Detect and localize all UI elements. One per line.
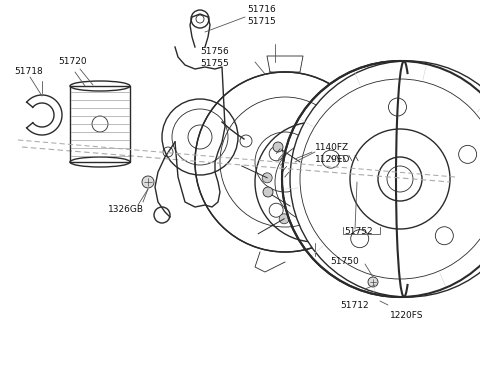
Circle shape [290,61,480,297]
Text: 1129ED: 1129ED [315,155,350,164]
Text: 51720: 51720 [58,58,86,66]
Text: 51712: 51712 [340,300,369,310]
Circle shape [273,142,283,152]
Text: 51718: 51718 [14,67,43,77]
Text: 51750: 51750 [330,257,359,267]
Circle shape [279,214,289,224]
Circle shape [263,187,273,197]
Circle shape [368,277,378,287]
Text: 51755: 51755 [200,60,229,69]
Text: 51715: 51715 [247,17,276,26]
Circle shape [262,173,272,183]
Text: 1326GB: 1326GB [108,204,144,213]
Text: 51756: 51756 [200,48,229,57]
Wedge shape [285,82,377,242]
Text: 1220FS: 1220FS [390,311,423,319]
Text: 51716: 51716 [247,6,276,14]
Text: 1140FZ: 1140FZ [315,143,349,152]
Text: 51752: 51752 [344,227,372,236]
Circle shape [142,176,154,188]
